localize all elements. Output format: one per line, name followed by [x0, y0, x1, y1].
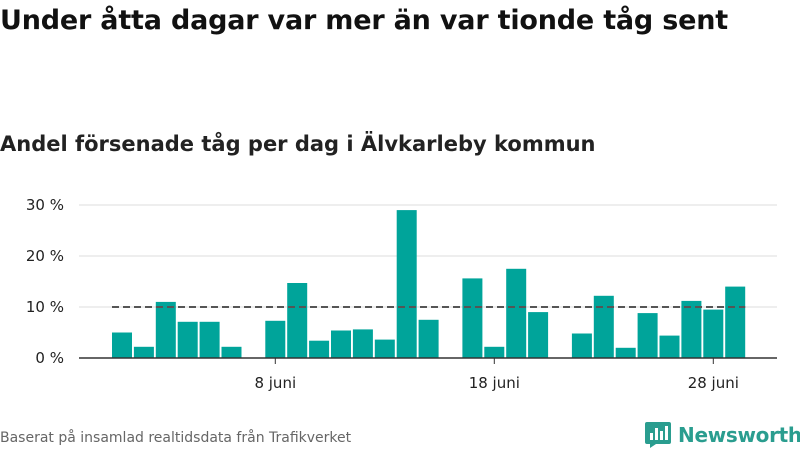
bar [571, 333, 592, 358]
bar [177, 321, 198, 358]
bar [506, 268, 527, 359]
x-axis-ticks: 8 juni 18 juni 28 juni [254, 358, 739, 392]
bar-chart: 0 % 10 % 20 % 30 % 8 juni 18 juni 28 juni [26, 196, 777, 392]
bar [396, 210, 417, 358]
y-tick-label: 10 % [26, 298, 64, 316]
y-axis-ticks: 0 % 10 % 20 % 30 % [26, 196, 64, 367]
y-tick-label: 30 % [26, 196, 64, 214]
y-tick-label: 0 % [35, 349, 64, 367]
newsworthy-logo: Newsworthy [644, 420, 800, 450]
bar [309, 340, 330, 358]
x-tick-label: 28 juni [688, 374, 739, 392]
x-tick-label: 18 juni [469, 374, 520, 392]
y-tick-label: 20 % [26, 247, 64, 265]
bar [265, 320, 286, 358]
bar [681, 300, 702, 358]
newsworthy-bar-chart-icon [645, 422, 671, 448]
bar [462, 278, 483, 358]
bar [659, 335, 680, 358]
bar [418, 319, 439, 359]
logo-text: Newsworthy [678, 423, 800, 447]
bar [221, 346, 242, 358]
bar [331, 330, 351, 358]
source-caption: Baserat på insamlad realtidsdata från Tr… [0, 430, 352, 446]
bar [484, 346, 505, 358]
bar [352, 329, 373, 358]
gridlines [79, 204, 777, 308]
bar [374, 339, 395, 358]
x-tick-label: 8 juni [254, 374, 296, 392]
bar [703, 309, 724, 358]
bar [133, 346, 154, 358]
bar [287, 283, 308, 358]
bar [615, 347, 636, 358]
bar [637, 313, 658, 358]
bars [112, 210, 746, 359]
bar [725, 286, 746, 358]
bar [593, 295, 614, 358]
chart-title: Under åtta dagar var mer än var tionde t… [0, 5, 728, 36]
chart-subtitle: Andel försenade tåg per dag i Älvkarleby… [0, 132, 596, 156]
bar [155, 301, 176, 358]
bar [528, 312, 549, 358]
bar [112, 332, 132, 358]
bar [199, 321, 220, 358]
